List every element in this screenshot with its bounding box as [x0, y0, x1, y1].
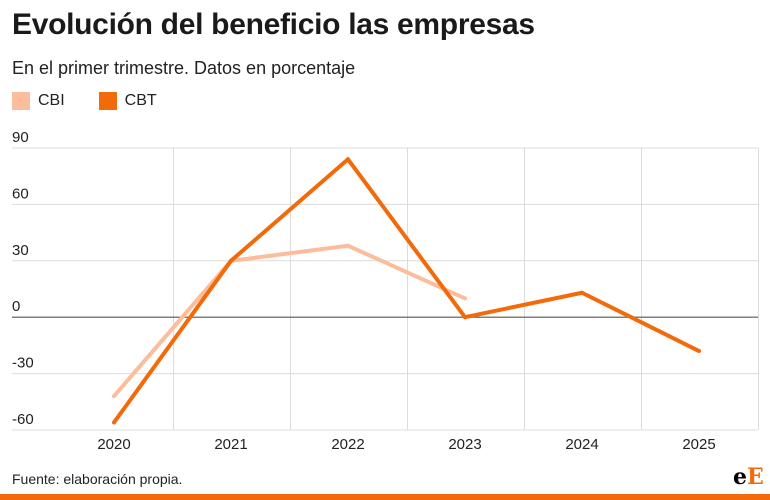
legend-swatch-cbi: [12, 92, 30, 110]
data-point-cbt: [112, 420, 116, 425]
y-tick-label: -60: [12, 411, 34, 428]
y-tick-label: -30: [12, 355, 34, 372]
data-point-cbt: [346, 157, 350, 162]
legend-label-cbt: CBT: [124, 92, 157, 109]
y-tick-label: 60: [12, 185, 29, 202]
y-tick-label: 90: [12, 129, 29, 146]
x-tick-label: 2021: [214, 436, 247, 453]
data-point-cbi: [463, 296, 467, 301]
legend: CBI CBT: [12, 90, 191, 112]
legend-item-cbi: CBI: [12, 92, 65, 110]
logo-letter-E: E: [747, 464, 764, 490]
y-tick-label: 30: [12, 242, 29, 259]
series-line-cbi: [112, 243, 466, 398]
publisher-logo: eE: [733, 464, 764, 490]
data-point-cbi: [346, 243, 350, 248]
legend-label-cbi: CBI: [38, 92, 65, 109]
data-point-cbt: [229, 258, 233, 263]
legend-swatch-cbt: [98, 92, 117, 110]
legend-item-cbt: CBT: [98, 92, 157, 110]
x-tick-label: 2020: [97, 436, 130, 453]
x-tick-label: 2023: [448, 436, 481, 453]
bottom-accent-bar: [0, 494, 770, 500]
grid: [12, 147, 759, 431]
chart-title: Evolución del beneficio las empresas: [12, 8, 535, 41]
data-point-cbt: [463, 315, 467, 320]
data-point-cbt: [580, 290, 584, 295]
logo-letter-e: e: [733, 464, 747, 490]
tick-labels: 90 60 30 0 -30 -60 2020 2021 2022 2023 2024 2025: [12, 129, 716, 453]
x-tick-label: 2025: [682, 436, 715, 453]
x-tick-label: 2022: [331, 436, 364, 453]
series: [112, 157, 701, 425]
series-line-cbt: [112, 157, 700, 424]
x-tick-label: 2024: [565, 436, 598, 453]
data-point-cbt: [697, 349, 701, 354]
chart-subtitle: En el primer trimestre. Datos en porcent…: [12, 58, 356, 78]
source-note: Fuente: elaboración propia.: [12, 471, 183, 487]
y-tick-label: 0: [12, 298, 20, 315]
data-point-cbi: [112, 394, 116, 399]
